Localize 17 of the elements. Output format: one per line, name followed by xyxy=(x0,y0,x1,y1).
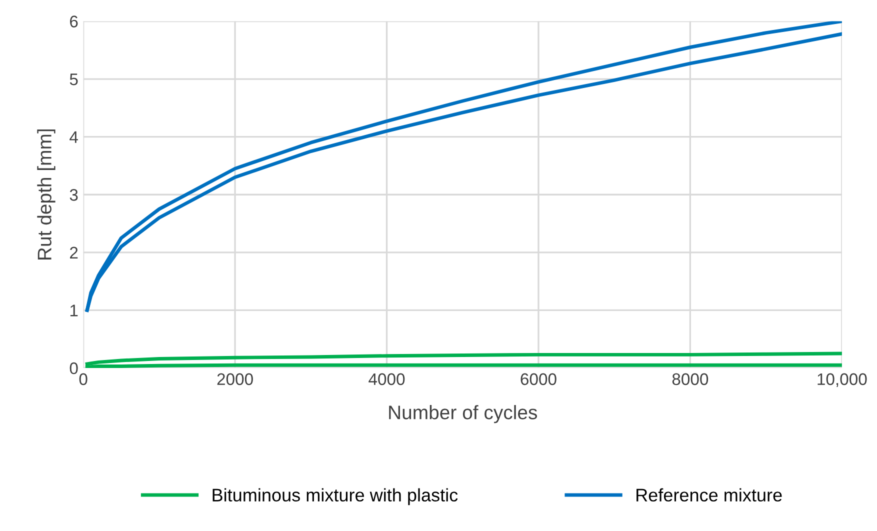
x-tick-label: 10,000 xyxy=(818,373,867,388)
y-tick-label: 2 xyxy=(70,246,78,258)
x-tick-label: 4000 xyxy=(368,373,405,386)
x-tick-label: 8000 xyxy=(672,373,708,386)
x-tick-label: 2000 xyxy=(217,373,253,386)
y-tick-label: 1 xyxy=(70,304,78,316)
legend-label: Reference mixture xyxy=(636,488,782,502)
y-tick-label: 0 xyxy=(70,362,78,374)
y-tick-label: 3 xyxy=(70,189,78,201)
legend-label: Bituminous mixture with plastic xyxy=(212,488,458,506)
y-axis-title: Rut depth [mm] xyxy=(37,130,56,260)
x-tick-label: 0 xyxy=(79,373,88,386)
y-tick-label: 5 xyxy=(70,74,78,86)
y-tick-label: 6 xyxy=(70,16,78,28)
y-tick-label: 4 xyxy=(70,131,78,143)
x-axis-title: Number of cycles xyxy=(389,405,538,424)
x-tick-label: 6000 xyxy=(520,373,556,386)
